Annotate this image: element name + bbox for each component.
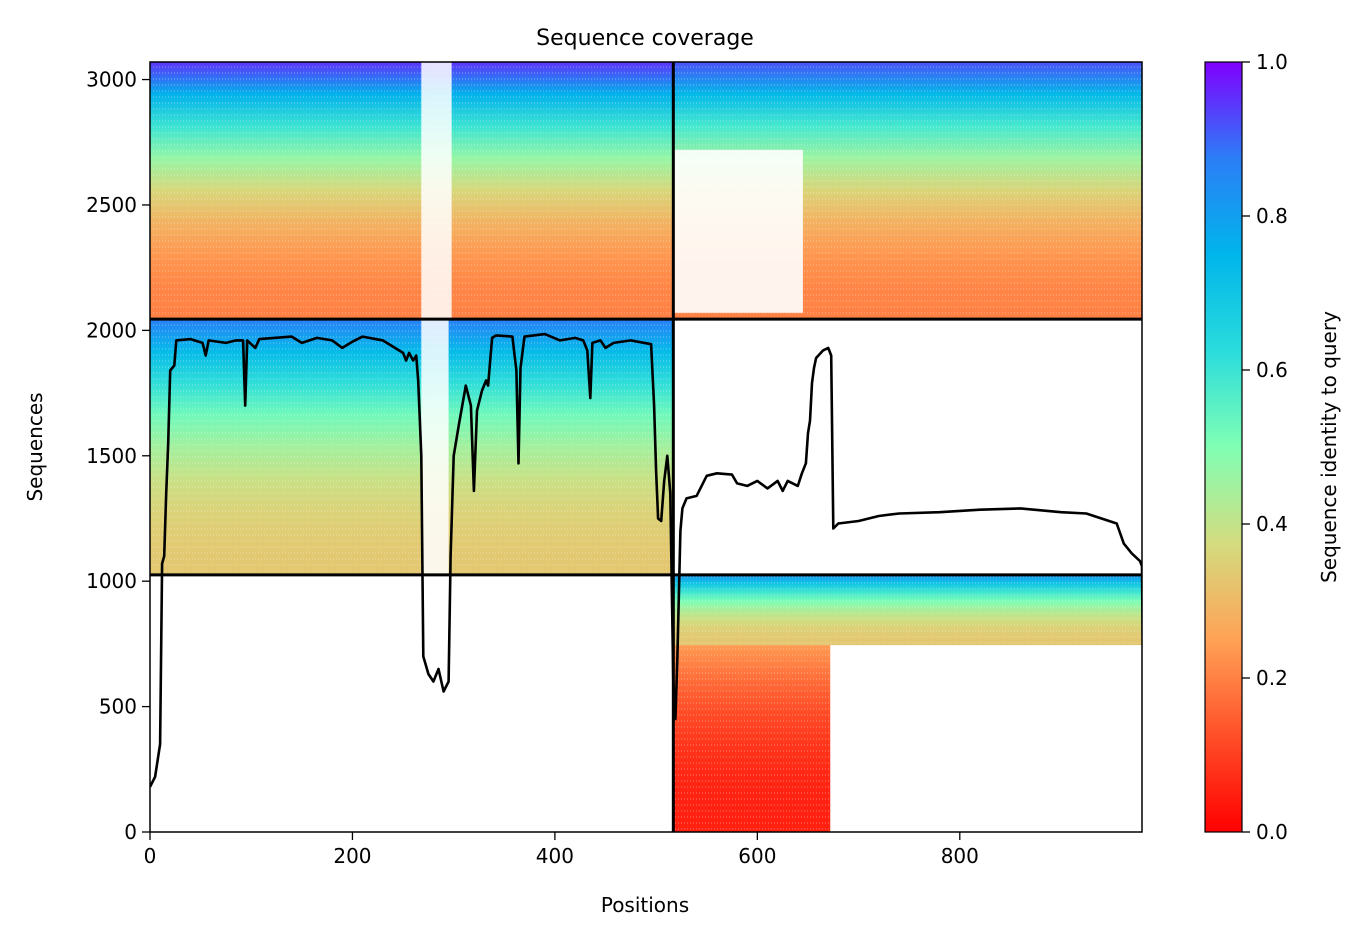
block-top-left-texture bbox=[150, 62, 674, 320]
block-top-left-gap bbox=[421, 62, 452, 320]
coverage-line-layer bbox=[150, 332, 1142, 788]
colorbar-tick-label: 0.2 bbox=[1256, 666, 1288, 690]
x-axis-label: Positions bbox=[601, 893, 689, 917]
chart-title: Sequence coverage bbox=[536, 26, 754, 51]
coverage-line bbox=[150, 332, 1142, 788]
y-axis: 0 500 1000 1500 2000 2500 3000 bbox=[86, 68, 150, 844]
x-tick-label: 800 bbox=[941, 844, 979, 868]
alignment-blocks bbox=[150, 62, 1142, 832]
block-top-right-gap bbox=[673, 149, 803, 313]
block-middle-left-gap bbox=[421, 319, 449, 575]
x-tick-label: 400 bbox=[536, 844, 574, 868]
colorbar-gradient bbox=[1205, 62, 1242, 832]
block-middle-left-texture bbox=[150, 319, 674, 575]
block-bottom-right-texture bbox=[673, 574, 1142, 646]
colorbar-tick-label: 0.6 bbox=[1256, 358, 1288, 382]
plot-frame bbox=[149, 61, 1143, 833]
x-axis: 0 200 400 600 800 bbox=[144, 832, 979, 868]
x-tick-label: 600 bbox=[738, 844, 776, 868]
colorbar-label: Sequence identity to query bbox=[1317, 311, 1341, 583]
plot-area bbox=[150, 62, 1142, 832]
block-bottom-right-extended-texture bbox=[673, 645, 831, 832]
colorbar-tick-label: 1.0 bbox=[1256, 50, 1288, 74]
y-tick-label: 500 bbox=[99, 695, 137, 719]
colorbar: 0.0 0.2 0.4 0.6 0.8 1.0 Sequence identity to … bbox=[1204, 50, 1341, 844]
block-boundaries bbox=[150, 62, 1142, 832]
colorbar-ticks: 0.0 0.2 0.4 0.6 0.8 1.0 bbox=[1242, 50, 1288, 844]
y-tick-label: 0 bbox=[124, 820, 137, 844]
y-tick-label: 1000 bbox=[86, 569, 137, 593]
y-tick-label: 2000 bbox=[86, 318, 137, 342]
x-tick-label: 200 bbox=[333, 844, 371, 868]
x-tick-label: 0 bbox=[144, 844, 157, 868]
y-tick-label: 1500 bbox=[86, 444, 137, 468]
colorbar-frame bbox=[1204, 61, 1243, 833]
y-tick-label: 3000 bbox=[86, 68, 137, 92]
colorbar-tick-label: 0.4 bbox=[1256, 512, 1288, 536]
y-tick-label: 2500 bbox=[86, 193, 137, 217]
colorbar-tick-label: 0.8 bbox=[1256, 204, 1288, 228]
colorbar-tick-label: 0.0 bbox=[1256, 820, 1288, 844]
y-axis-label: Sequences bbox=[23, 392, 47, 501]
